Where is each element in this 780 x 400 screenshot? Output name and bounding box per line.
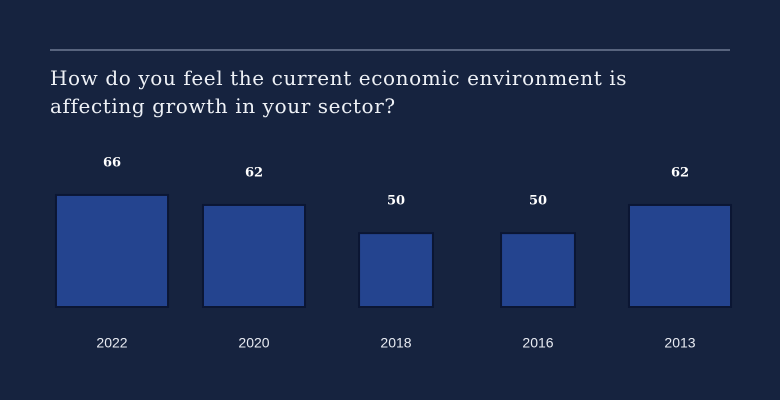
- value-label: 50: [529, 194, 547, 209]
- value-label: 62: [671, 165, 689, 180]
- x-tick-label: 2022: [96, 335, 127, 351]
- value-label: 66: [103, 155, 121, 170]
- square: [54, 193, 170, 308]
- square: [500, 232, 576, 309]
- x-tick-label: 2018: [380, 335, 411, 351]
- square: [358, 232, 434, 309]
- x-tick-label: 2020: [238, 335, 269, 351]
- chart-title: How do you feel the current economic env…: [50, 66, 628, 118]
- value-label: 62: [245, 165, 263, 180]
- x-tick-label: 2016: [522, 335, 553, 351]
- square: [201, 203, 307, 309]
- value-label: 50: [387, 194, 405, 209]
- x-tick-label: 2013: [664, 335, 695, 351]
- square: [627, 203, 733, 309]
